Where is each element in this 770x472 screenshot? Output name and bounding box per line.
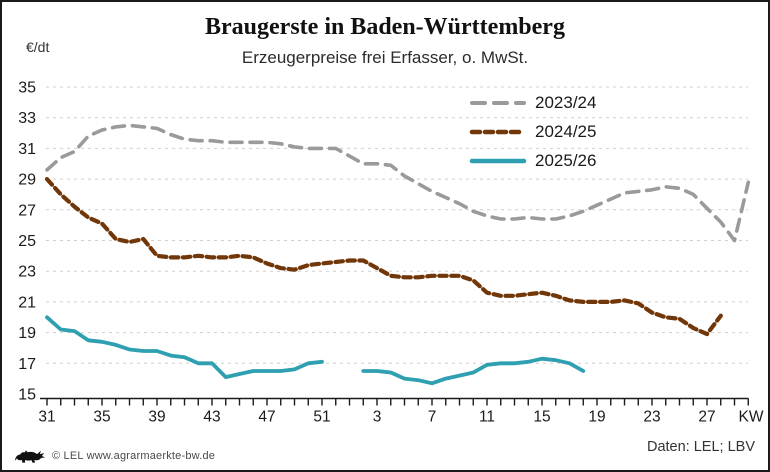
x-tick-label: 51 xyxy=(313,409,330,426)
legend-item-2023-24: 2023/24 xyxy=(468,88,596,117)
x-tick-label: 39 xyxy=(148,409,165,426)
y-tick-label: 33 xyxy=(18,110,36,127)
y-tick-label: 27 xyxy=(18,202,36,219)
legend-swatch-dashed-long-icon xyxy=(470,100,526,105)
series-2023-24 xyxy=(45,123,751,243)
y-axis-unit-label: €/dt xyxy=(26,39,50,55)
x-axis: 31 35 39 43 47 51 3 7 11 15 19 23 27 KW xyxy=(38,397,764,426)
legend-label: 2024/25 xyxy=(535,121,597,141)
chart-title: Braugerste in Baden-Württemberg xyxy=(205,14,565,40)
x-tick-label: 35 xyxy=(93,409,110,426)
y-tick-label: 29 xyxy=(18,172,36,189)
legend-label: 2025/26 xyxy=(535,150,597,170)
data-source-note: Daten: LEL; LBV xyxy=(646,439,755,455)
gridlines xyxy=(46,86,748,364)
footer-copyright: © LEL www.agrarmaerkte-bw.de xyxy=(13,448,215,464)
y-tick-label: 19 xyxy=(18,325,36,342)
y-tick-label: 17 xyxy=(18,356,36,373)
legend: 2023/24 2024/25 2025/26 xyxy=(468,88,596,175)
x-tick-label: 27 xyxy=(698,409,715,426)
series-2025-26 xyxy=(45,315,586,386)
x-tick-label: 23 xyxy=(643,409,660,426)
chart-subtitle: Erzeugerpreise frei Erfasser, o. MwSt. xyxy=(241,48,529,67)
x-tick-label: 3 xyxy=(373,409,382,426)
y-tick-label: 31 xyxy=(18,141,36,158)
copyright-text: © LEL www.agrarmaerkte-bw.de xyxy=(52,450,216,462)
y-tick-label: 35 xyxy=(18,80,36,97)
y-tick-label: 21 xyxy=(18,294,36,311)
y-tick-label: 15 xyxy=(18,387,36,404)
legend-swatch-solid-icon xyxy=(469,158,527,163)
legend-item-2025-26: 2025/26 xyxy=(468,146,596,175)
x-tick-label: 47 xyxy=(258,409,275,426)
legend-swatch-dashed-short-icon xyxy=(469,129,527,134)
x-tick-label: 11 xyxy=(479,409,495,426)
x-axis-unit-label: KW xyxy=(739,409,764,426)
bw-lion-logo-icon xyxy=(14,450,46,463)
y-axis-labels: 35 33 31 29 27 25 23 21 19 17 15 xyxy=(18,80,36,404)
y-tick-label: 25 xyxy=(18,233,36,250)
x-tick-label: 31 xyxy=(38,409,55,426)
legend-label: 2023/24 xyxy=(535,92,597,112)
series-2024-25 xyxy=(44,177,723,337)
legend-item-2024-25: 2024/25 xyxy=(468,117,596,146)
x-tick-label: 7 xyxy=(428,409,437,426)
x-tick-label: 15 xyxy=(533,409,550,426)
y-tick-label: 23 xyxy=(18,264,36,281)
x-tick-label: 43 xyxy=(203,409,220,426)
x-tick-label: 19 xyxy=(588,409,605,426)
